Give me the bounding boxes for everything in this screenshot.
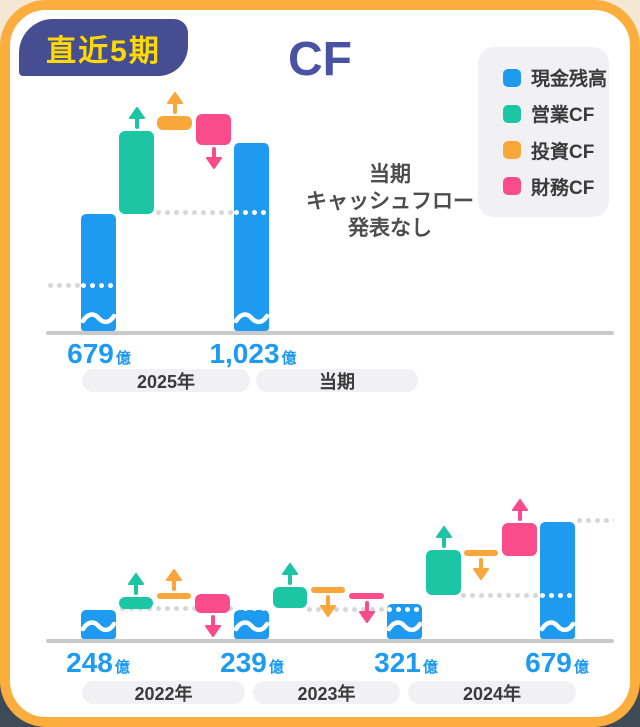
legend-label-financing: 財務CF (531, 177, 595, 199)
cash-value-unit: 億 (268, 659, 284, 676)
axis-break-wave-icon (386, 619, 423, 638)
investing-swatch-icon (503, 141, 521, 160)
guide-dots (48, 283, 81, 288)
cash-value-unit: 億 (281, 350, 297, 367)
cf-chart-bottom: 248 億 239 億 321 億 679 億 2022年 2023年 2024年 (10, 10, 630, 717)
operating-swatch-icon (503, 104, 521, 123)
axis-break-wave-icon (80, 311, 117, 330)
cash-value-label: 679 億 (67, 338, 131, 370)
cash-value-label: 1,023 億 (209, 338, 296, 370)
axis-break-wave-icon (233, 311, 270, 330)
cash-value-unit: 億 (114, 659, 130, 676)
financing-bar (349, 593, 384, 599)
cash-swatch-icon (503, 68, 521, 87)
cash-value-label: 248 億 (66, 647, 130, 679)
axis-break-wave-icon (233, 619, 270, 638)
cash-bar (539, 522, 576, 639)
legend-item-financing: 財務CF (503, 173, 609, 200)
down-arrow-icon (319, 595, 337, 622)
cash-value-number: 679 (67, 338, 114, 369)
up-arrow-icon (281, 563, 299, 590)
guide-dots (156, 210, 234, 215)
guide-dots-on-bar (387, 607, 422, 612)
axis-break-wave-icon (80, 619, 117, 638)
guide-dots (307, 607, 387, 612)
up-arrow-icon (435, 526, 453, 553)
cash-value-number: 679 (525, 647, 572, 678)
financing-bar (195, 594, 230, 613)
down-arrow-icon (204, 615, 222, 642)
up-arrow-icon (511, 499, 529, 526)
annotation-line: 発表なし (348, 217, 432, 240)
down-arrow-icon (358, 601, 376, 628)
cash-bar (233, 143, 270, 331)
down-arrow-icon (205, 147, 223, 174)
cash-value-unit: 億 (573, 659, 589, 676)
axis-line (46, 639, 614, 643)
axis-break-wave-icon (539, 619, 576, 638)
cash-bar (233, 610, 270, 639)
up-arrow-icon (128, 107, 146, 134)
guide-dots-on-bar (234, 210, 269, 215)
legend-label-operating: 営業CF (531, 105, 595, 127)
guide-dots (577, 518, 614, 523)
investing-bar (157, 593, 191, 599)
cash-value-number: 321 (374, 647, 421, 678)
axis-line (46, 331, 614, 335)
cash-bar (80, 214, 117, 331)
guide-dots-on-bar (234, 606, 269, 611)
cash-value-number: 239 (220, 647, 267, 678)
investing-bar (464, 550, 498, 556)
guide-dots-on-bar (540, 593, 575, 598)
annotation-line: 当期 (369, 163, 411, 186)
investing-bar (311, 587, 345, 593)
cash-bar (80, 610, 117, 639)
legend-item-operating: 営業CF (503, 100, 609, 127)
legend: 現金残高営業CF 投資CF 財務CF (478, 47, 609, 217)
cash-value-label: 239 億 (220, 647, 284, 679)
cash-value-label: 679 億 (525, 647, 589, 679)
page-title: CF (288, 33, 352, 86)
up-arrow-icon (127, 573, 145, 600)
up-arrow-icon (166, 92, 184, 119)
cash-value-unit: 億 (115, 350, 131, 367)
period-pill: 2023年 (253, 681, 400, 704)
operating-bar (426, 550, 461, 595)
financing-bar (196, 114, 231, 145)
investing-bar (157, 116, 192, 130)
period-pill: 当期 (256, 369, 418, 392)
period-pill: 2024年 (408, 681, 576, 704)
cash-value-label: 321 億 (374, 647, 438, 679)
operating-bar (273, 587, 307, 608)
operating-bar (119, 131, 154, 214)
legend-label-investing: 投資CF (531, 141, 595, 163)
period-pill: 2025年 (82, 369, 250, 392)
operating-bar (119, 597, 153, 609)
legend-item-investing: 投資CF (503, 137, 609, 164)
guide-dots (461, 593, 540, 598)
legend-label-cash: 現金残高 (531, 69, 608, 91)
cash-value-number: 248 (66, 647, 113, 678)
recent-periods-badge: 直近5期 (19, 19, 188, 76)
financing-swatch-icon (503, 177, 521, 196)
guide-dots-on-bar (81, 283, 116, 288)
cf-chart-top: 679 億 1,023 億 2025年 当期 (10, 10, 630, 717)
financing-bar (502, 523, 537, 556)
guide-dots (120, 606, 234, 611)
cash-value-unit: 億 (422, 659, 438, 676)
no-cf-annotation: 当期キャッシュフロー 発表なし (298, 161, 482, 242)
period-pill: 2022年 (82, 681, 245, 704)
down-arrow-icon (472, 558, 490, 585)
up-arrow-icon (165, 569, 183, 596)
legend-item-cash: 現金残高 (503, 64, 609, 91)
cash-value-number: 1,023 (209, 338, 280, 369)
annotation-line: キャッシュフロー (306, 190, 474, 213)
